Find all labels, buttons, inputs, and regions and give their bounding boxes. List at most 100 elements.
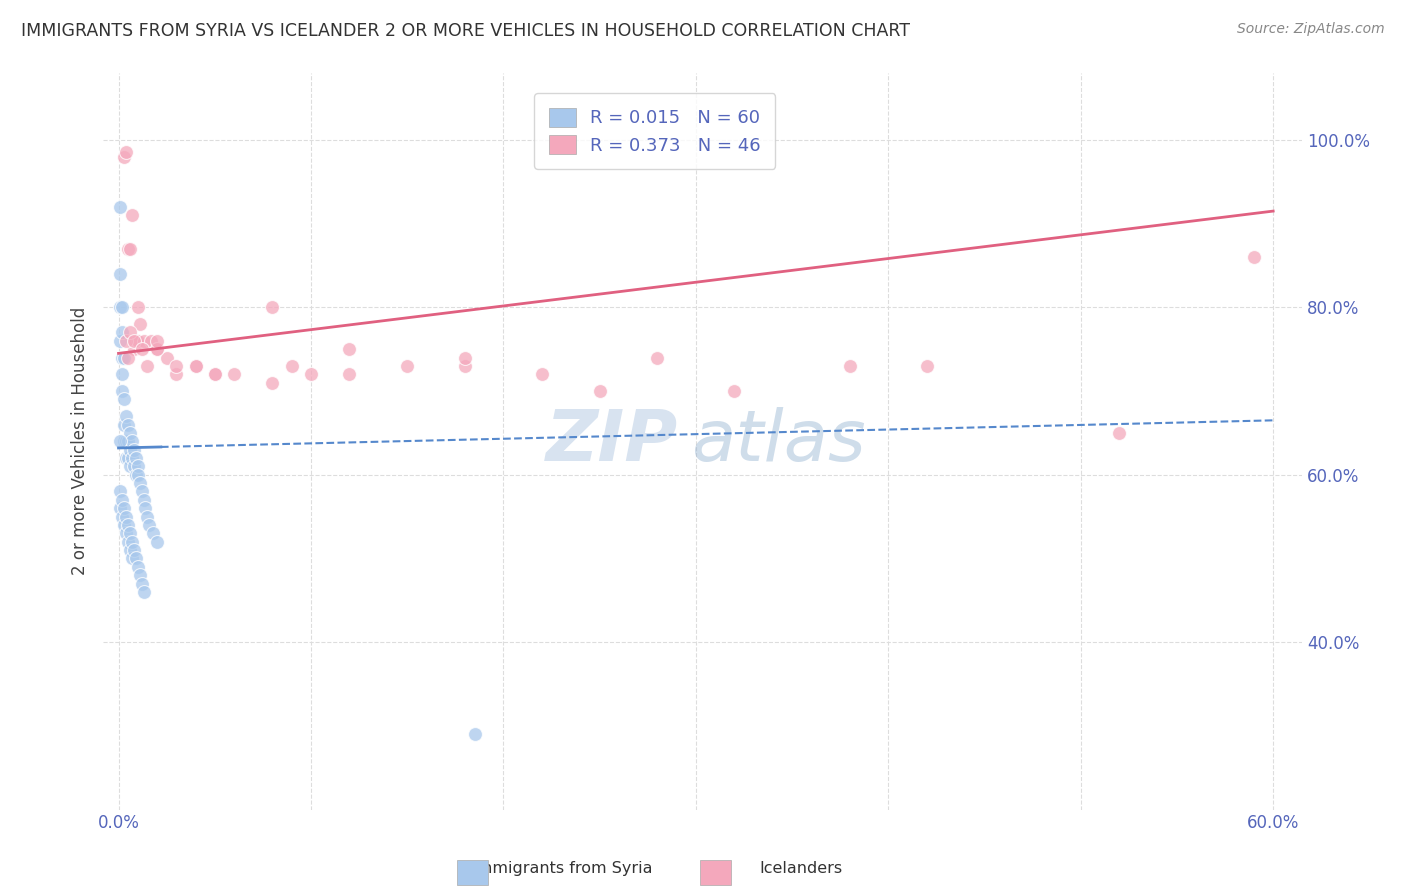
Point xyxy=(131,342,153,356)
Point xyxy=(128,568,150,582)
Point xyxy=(647,351,669,365)
Point xyxy=(146,334,169,348)
Point xyxy=(156,351,179,365)
Point xyxy=(165,359,187,373)
Point xyxy=(134,501,156,516)
Point xyxy=(125,467,148,482)
Point xyxy=(141,334,163,348)
Point xyxy=(120,242,142,256)
Point xyxy=(146,534,169,549)
Point xyxy=(184,359,207,373)
Point xyxy=(120,459,142,474)
Point xyxy=(146,342,169,356)
Text: ZIP: ZIP xyxy=(547,407,679,475)
Point xyxy=(1243,250,1265,264)
Point xyxy=(112,392,135,407)
Point xyxy=(204,368,226,382)
Point xyxy=(111,509,134,524)
Point xyxy=(121,534,143,549)
Point xyxy=(262,376,284,390)
Point xyxy=(184,359,207,373)
Point xyxy=(122,543,145,558)
Point xyxy=(125,334,148,348)
Point xyxy=(112,434,135,449)
Point xyxy=(588,384,610,398)
Point xyxy=(339,342,361,356)
Point xyxy=(125,551,148,566)
Point xyxy=(120,326,142,340)
Point xyxy=(122,459,145,474)
Point xyxy=(136,509,159,524)
Point xyxy=(138,518,160,533)
Point xyxy=(142,526,165,541)
Point xyxy=(915,359,938,373)
Point xyxy=(115,434,138,449)
Point xyxy=(110,501,132,516)
Text: IMMIGRANTS FROM SYRIA VS ICELANDER 2 OR MORE VEHICLES IN HOUSEHOLD CORRELATION C: IMMIGRANTS FROM SYRIA VS ICELANDER 2 OR … xyxy=(21,22,910,40)
Point xyxy=(120,442,142,457)
Point xyxy=(111,384,134,398)
Point xyxy=(115,145,138,160)
Point xyxy=(112,351,135,365)
Point xyxy=(120,543,142,558)
Point xyxy=(396,359,419,373)
Legend: R = 0.015   N = 60, R = 0.373   N = 46: R = 0.015 N = 60, R = 0.373 N = 46 xyxy=(534,93,775,169)
Point xyxy=(115,450,138,465)
Point xyxy=(122,342,145,356)
Point xyxy=(111,326,134,340)
Point xyxy=(112,150,135,164)
Point xyxy=(117,351,139,365)
Point xyxy=(115,526,138,541)
Point xyxy=(110,301,132,315)
Point xyxy=(838,359,860,373)
Point xyxy=(120,425,142,440)
Point xyxy=(128,317,150,331)
Point xyxy=(127,301,149,315)
Point xyxy=(121,434,143,449)
Point xyxy=(115,409,138,424)
Point xyxy=(299,368,322,382)
Point xyxy=(146,342,169,356)
Point xyxy=(122,442,145,457)
Point xyxy=(131,484,153,499)
Point xyxy=(262,301,284,315)
Point xyxy=(110,334,132,348)
Point xyxy=(132,492,155,507)
Point xyxy=(117,534,139,549)
Point xyxy=(117,450,139,465)
Point xyxy=(127,459,149,474)
Point xyxy=(1108,425,1130,440)
Point xyxy=(121,551,143,566)
Point xyxy=(115,509,138,524)
Point xyxy=(132,585,155,599)
Text: Source: ZipAtlas.com: Source: ZipAtlas.com xyxy=(1237,22,1385,37)
Point xyxy=(117,242,139,256)
Text: atlas: atlas xyxy=(690,407,865,475)
Y-axis label: 2 or more Vehicles in Household: 2 or more Vehicles in Household xyxy=(72,307,89,575)
Point xyxy=(117,417,139,432)
Point xyxy=(121,208,143,222)
Point xyxy=(464,727,486,741)
Point xyxy=(111,351,134,365)
Text: Icelanders: Icelanders xyxy=(759,861,844,876)
Point xyxy=(110,484,132,499)
Point xyxy=(127,334,149,348)
Point xyxy=(112,417,135,432)
Point xyxy=(111,368,134,382)
Point xyxy=(115,334,138,348)
Point xyxy=(131,576,153,591)
Point xyxy=(112,518,135,533)
Point xyxy=(117,518,139,533)
Point xyxy=(339,368,361,382)
Point xyxy=(723,384,745,398)
Point xyxy=(136,359,159,373)
Point xyxy=(122,334,145,348)
Point xyxy=(111,492,134,507)
Point xyxy=(110,434,132,449)
Point xyxy=(454,351,477,365)
Point xyxy=(280,359,302,373)
Point xyxy=(222,368,245,382)
Point xyxy=(117,434,139,449)
Point xyxy=(132,334,155,348)
Point xyxy=(120,526,142,541)
